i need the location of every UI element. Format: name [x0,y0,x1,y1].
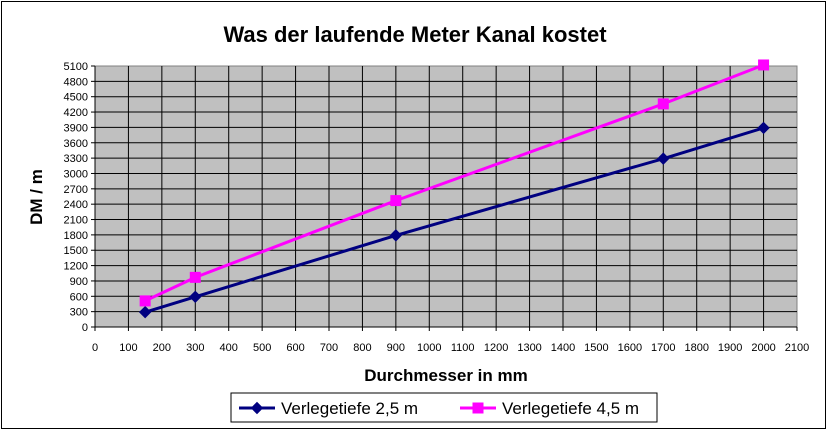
x-tick-label: 700 [320,342,338,354]
series-group [138,59,770,319]
x-tick-label: 100 [119,342,137,354]
series-1 [138,121,770,319]
y-tick-label: 3300 [64,153,88,165]
x-tick-label: 2100 [785,342,809,354]
y-tick-label: 1500 [64,245,88,257]
x-tick-label: 800 [353,342,371,354]
y-axis-title: DM / m [27,169,46,225]
x-tick-label: 200 [153,342,171,354]
y-tick-label: 600 [70,291,88,303]
legend-marker [250,401,264,415]
y-tick-labels: 0 300 600 900 1200 1500 1800 2100 2400 2700 3000 33… [64,61,88,334]
x-tick-label: 1500 [584,342,608,354]
data-point-marker [189,271,201,283]
y-tick-label: 5100 [64,61,88,73]
x-tick-label: 1200 [484,342,508,354]
data-point-marker [758,59,770,71]
data-point-marker [657,152,670,165]
data-point-marker [389,229,403,242]
x-tick-label: 1100 [451,342,475,354]
x-tick-label: 600 [286,342,304,354]
x-tick-label: 500 [253,342,271,354]
x-tick-label: 1300 [517,342,541,354]
axes [91,65,798,331]
data-point-marker [139,295,151,307]
x-tick-label: 1900 [718,342,742,354]
x-axis-title: Durchmesser in mm [364,366,527,385]
y-tick-label: 4200 [64,107,88,119]
plot-area [94,65,798,328]
legend-marker [472,402,484,414]
y-tick-label: 1800 [64,230,88,242]
legend-label: Verlegetiefe 2,5 m [281,399,418,418]
x-tick-label: 1000 [417,342,441,354]
x-tick-labels: 0 100 200 300 400 500 600 700 800 900 1000 1100 1200… [92,342,809,354]
series-2 [139,59,770,307]
y-tick-label: 3600 [64,138,88,150]
data-point-marker [189,290,202,304]
y-tick-label: 4800 [64,76,88,88]
x-tick-label: 300 [186,342,204,354]
x-tick-label: 2000 [751,342,775,354]
legend: Verlegetiefe 2,5 m Verlegetiefe 4,5 m [239,399,639,418]
x-tick-label: 1800 [684,342,708,354]
y-tick-label: 0 [82,322,88,334]
x-tick-label: 0 [92,342,98,354]
legend-item-1: Verlegetiefe 2,5 m [239,399,418,418]
y-tick-label: 2400 [64,199,88,211]
data-point-marker [138,305,152,319]
x-tick-label: 1700 [651,342,675,354]
chart-title: Was der laufende Meter Kanal kostet [223,22,607,47]
gridlines [95,66,797,327]
y-tick-label: 2100 [64,215,88,227]
legend-label: Verlegetiefe 4,5 m [502,399,639,418]
x-tick-label: 400 [220,342,238,354]
y-tick-label: 4500 [64,92,88,104]
legend-box [230,392,658,423]
y-tick-label: 2700 [64,184,88,196]
x-tick-label: 1400 [551,342,575,354]
y-tick-label: 3900 [64,122,88,134]
data-point-marker [757,121,770,135]
legend-item-2: Verlegetiefe 4,5 m [460,399,639,418]
data-point-marker [390,195,402,207]
x-tick-label: 1600 [618,342,642,354]
y-tick-label: 3000 [64,168,88,180]
data-point-marker [657,98,669,110]
y-tick-label: 1200 [64,261,88,273]
y-tick-label: 300 [70,307,88,319]
y-tick-label: 900 [70,276,88,288]
x-tick-label: 900 [387,342,405,354]
